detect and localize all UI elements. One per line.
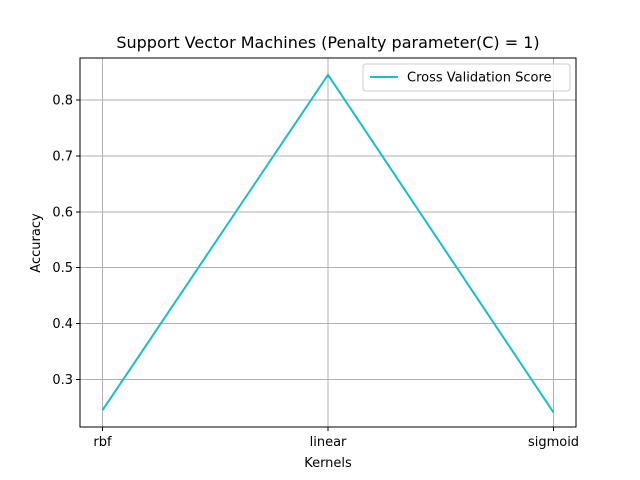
x-tick-label: rbf bbox=[93, 435, 112, 450]
legend: Cross Validation Score bbox=[362, 63, 571, 92]
legend-box bbox=[362, 63, 571, 92]
y-tick-label: 0.7 bbox=[52, 149, 73, 164]
y-tick-label: 0.3 bbox=[52, 373, 73, 388]
y-tick-label: 0.5 bbox=[52, 261, 73, 276]
x-tick-label: linear bbox=[310, 435, 347, 450]
y-tick-label: 0.4 bbox=[52, 317, 73, 332]
series-layer bbox=[101, 73, 555, 414]
grid bbox=[80, 58, 576, 427]
y-tick-label: 0.6 bbox=[52, 205, 73, 220]
chart-title: Support Vector Machines (Penalty paramet… bbox=[116, 33, 539, 52]
x-tick-label: sigmoid bbox=[528, 435, 579, 450]
y-tick-label: 0.8 bbox=[52, 93, 73, 108]
ticks: rbf linear sigmoid 0.3 0.4 0.5 0.6 0.7 0.8 bbox=[52, 93, 579, 450]
x-axis-title: Kernels bbox=[304, 456, 352, 471]
y-axis-title: Accuracy bbox=[29, 213, 44, 273]
legend-label-cross-validation-score: Cross Validation Score bbox=[407, 71, 552, 86]
